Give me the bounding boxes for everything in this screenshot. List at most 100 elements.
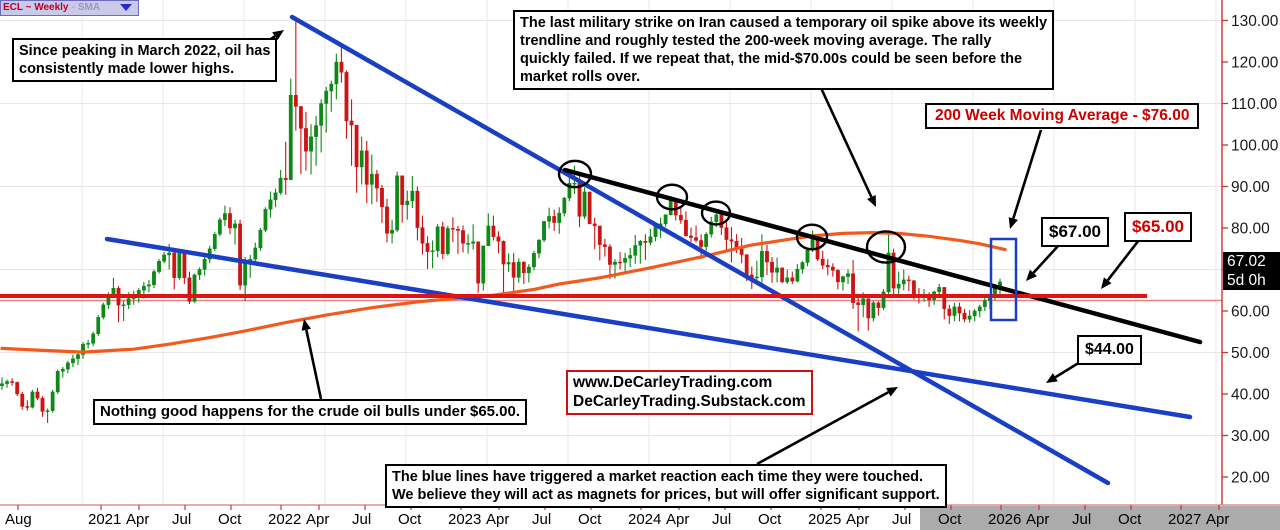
candle-body [856, 302, 861, 305]
trendline-touch-circle [700, 200, 732, 226]
x-tick-label: Apr [666, 511, 689, 528]
candle-body [506, 262, 511, 265]
candle-body [633, 245, 638, 256]
website-url: DeCarleyTrading.Substack.com [573, 392, 806, 410]
candle-body [886, 252, 891, 293]
candle-body [684, 219, 688, 237]
x-tick-label: Jul [532, 511, 551, 528]
y-tick-label: 100.00 [1231, 138, 1279, 155]
x-tick-label: 2026 [988, 511, 1021, 528]
candle-body [5, 381, 9, 384]
bulls-arrow-head [301, 319, 311, 331]
study-label: SMA [77, 2, 101, 13]
candle-body [481, 245, 486, 284]
x-tick-label: Oct [1118, 511, 1142, 528]
x-tick-label: Apr [126, 511, 149, 528]
candle-body [96, 317, 101, 335]
candle-body [962, 312, 967, 320]
candle-body [25, 406, 30, 408]
candle-body [471, 241, 476, 244]
candle-body [724, 227, 729, 240]
peaking-arrow-head [272, 30, 284, 41]
y-tick-label: 120.00 [1231, 55, 1279, 72]
bar-countdown: 5d 0h [1227, 272, 1266, 289]
chevron-down-icon[interactable] [120, 4, 132, 11]
x-tick-label: Aug [5, 511, 32, 528]
blue-steep-trendline [289, 14, 1111, 486]
blue-shallow-trendline [104, 236, 1193, 420]
candle-body [55, 370, 60, 393]
candle-body [359, 150, 364, 168]
note-line: trendline and roughly tested the 200-wee… [520, 33, 992, 49]
blue-lines-arrow [756, 391, 889, 466]
x-tick-label: 2027 [1168, 511, 1201, 528]
x-tick-label: Jul [712, 511, 731, 528]
candle-body [526, 266, 531, 274]
candle-body [542, 221, 546, 241]
x-tick-label: Jul [172, 511, 191, 528]
candle-body [121, 304, 126, 306]
price67-arrow [1032, 245, 1059, 274]
candle-body [35, 391, 40, 399]
x-tick-label: Apr [1026, 511, 1049, 528]
y-tick-label: 60.00 [1231, 304, 1270, 321]
x-tick-label: 2021 [88, 511, 121, 528]
candle-body [719, 214, 724, 228]
candle-body [825, 265, 830, 268]
website-url: www.DeCarleyTrading.com [573, 374, 773, 391]
candle-body [91, 333, 96, 344]
candle-body [167, 252, 172, 256]
x-tick-label: 2022 [268, 511, 301, 528]
last-price-flag: 67.02 5d 0h [1223, 252, 1280, 290]
candle-body [592, 223, 597, 227]
candle-body [491, 225, 496, 237]
candle-body [952, 306, 957, 316]
trendline-touch-circle [655, 183, 689, 211]
ma-label-arrow-head [1008, 217, 1018, 229]
black-lower-highs-trendline [562, 167, 1203, 345]
projection-box [989, 237, 1018, 322]
blue-lines-note-box: The blue lines have triggered a market r… [385, 464, 947, 508]
symbol-dropdown[interactable]: ECL ~ Weekly - SMA [0, 0, 139, 16]
ma-label-arrow [1012, 129, 1043, 219]
candle-body [319, 103, 324, 126]
candle-body [557, 212, 562, 223]
x-tick-label: Oct [398, 511, 422, 528]
x-tick-label: Apr [486, 511, 509, 528]
candle-body [157, 261, 161, 272]
note-line: Since peaking in March 2022, oil has [19, 43, 271, 59]
candle-body [906, 279, 911, 282]
candle-body [268, 199, 273, 210]
note-line: market rolls over. [520, 69, 641, 85]
candle-body [65, 362, 70, 370]
candle-body [714, 214, 719, 222]
candle-body [521, 261, 526, 274]
ma-200-week-line [0, 230, 1007, 354]
x-tick-label: Apr [306, 511, 329, 528]
candle-body [81, 344, 85, 355]
candle-body [704, 234, 709, 247]
candle-body [253, 247, 258, 260]
candle-body [243, 263, 248, 286]
x-tick-label: Oct [758, 511, 782, 528]
candle-body [577, 182, 582, 217]
candle-body [765, 251, 769, 263]
y-tick-label: 110.00 [1231, 96, 1278, 113]
candle-body [820, 258, 825, 266]
trendline-touch-circle [795, 223, 829, 251]
candle-body [233, 223, 237, 229]
candle-body [263, 209, 268, 231]
candle-body [415, 190, 420, 228]
candle-body [86, 343, 91, 345]
candle-body [638, 241, 643, 246]
candle-body [896, 283, 901, 289]
y-tick-label: 80.00 [1231, 221, 1270, 238]
candle-body [344, 72, 349, 122]
candle-body [805, 249, 810, 263]
candle-body [172, 252, 177, 278]
website-box: www.DeCarleyTrading.com DeCarleyTrading.… [566, 370, 813, 415]
candle-body [587, 191, 592, 225]
candle-body [881, 291, 886, 308]
candle-body [217, 219, 222, 235]
